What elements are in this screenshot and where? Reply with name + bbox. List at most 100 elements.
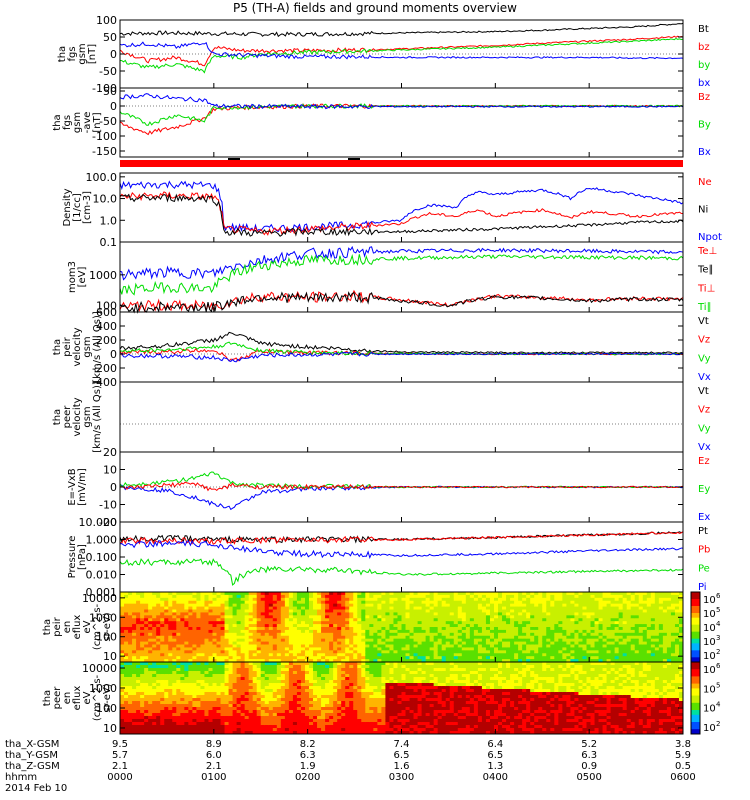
heatmap-cell [188,632,193,637]
heatmap-cell [200,689,205,693]
heatmap-cell [216,627,221,631]
heatmap-cell [292,647,298,651]
heatmap-cell [638,615,644,619]
heatmap-cell [590,629,595,634]
heatmap-cell [152,606,157,610]
heatmap-cell [449,609,455,613]
heatmap-cell [232,624,238,628]
heatmap-cell [365,609,370,613]
heatmap-cell [156,618,161,622]
heatmap-cell [124,647,129,651]
heatmap-cell [678,644,684,648]
heatmap-cell [502,618,507,622]
heatmap-cell [212,653,217,657]
heatmap-cell [136,665,141,669]
heatmap-cell [184,597,189,602]
heatmap-cell [268,662,274,666]
heatmap-cell [554,624,559,628]
heatmap-cell [642,632,648,637]
heatmap-cell [216,713,221,717]
heatmap-cell [409,638,414,642]
heatmap-cell [292,650,298,654]
heatmap-cell [236,594,242,599]
heatmap-cell [240,600,246,605]
heatmap-cell [421,606,427,610]
heatmap-cell [429,594,435,599]
heatmap-cell [152,722,157,726]
heatmap-cell [192,692,197,696]
heatmap-cell [260,665,266,669]
heatmap-cell [120,692,125,696]
heatmap-cell [284,728,290,732]
heatmap-cell [610,597,616,602]
heatmap-cell [252,722,258,726]
heatmap-cell [124,653,129,657]
heatmap-cell [393,615,398,619]
heatmap-cell [393,629,398,634]
heatmap-cell [405,629,410,634]
heatmap-cell [481,594,487,599]
heatmap-cell [260,680,266,684]
heatmap-cell [224,689,229,693]
heatmap-cell [678,653,684,657]
heatmap-cell [678,650,684,654]
heatmap-cell [128,606,133,610]
heatmap-cell [413,627,418,631]
heatmap-cell [292,600,298,605]
heatmap-cell [317,719,322,723]
heatmap-cell [473,621,479,625]
heatmap-cell [469,627,475,631]
heatmap-cell [120,677,125,681]
heatmap-cell [670,615,676,619]
heatmap-cell [606,606,612,610]
heatmap-cell [128,728,133,732]
heatmap-cell [349,629,354,634]
heatmap-cell [288,656,294,660]
heatmap-cell [389,612,394,616]
heatmap-cell [514,659,519,663]
heatmap-cell [437,612,443,616]
heatmap-cell [598,624,603,628]
heatmap-cell [522,656,527,660]
heatmap-cell [510,659,515,663]
heatmap-cell [224,647,229,651]
heatmap-cell [264,641,270,645]
heatmap-cell [453,632,459,637]
heatmap-cell [469,621,475,625]
heatmap-cell [124,683,129,687]
heatmap-cell [417,594,423,599]
heatmap-cell [622,641,628,645]
heatmap-cell [232,594,238,599]
heatmap-cell [188,627,193,631]
heatmap-cell [152,683,157,687]
heatmap-cell [228,686,233,690]
heatmap-cell [136,701,141,705]
heatmap-cell [252,701,258,705]
heatmap-cell [248,632,254,637]
heatmap-cell [192,618,197,622]
heatmap-cell [268,653,274,657]
heatmap-cell [566,653,571,657]
heatmap-cell [538,659,543,663]
colorbar-tick-label: 10 [703,623,716,634]
heatmap-cell [550,644,555,648]
heatmap-cell [433,624,439,628]
heatmap-cell [333,680,338,684]
heatmap-cell [212,716,217,720]
heatmap-cell [288,606,294,610]
heatmap-cell [124,716,129,720]
heatmap-cell [542,644,547,648]
heatmap-cell [530,638,535,642]
heatmap-cell [614,606,620,610]
heatmap-cell [276,609,282,613]
heatmap-cell [377,612,382,616]
heatmap-cell [614,653,620,657]
heatmap-cell [272,701,278,705]
heatmap-cell [562,638,567,642]
heatmap-cell [228,635,233,640]
heatmap-cell [510,609,515,613]
heatmap-cell [208,644,213,648]
heatmap-cell [204,615,209,619]
heatmap-cell [296,594,302,599]
heatmap-cell [405,603,410,607]
